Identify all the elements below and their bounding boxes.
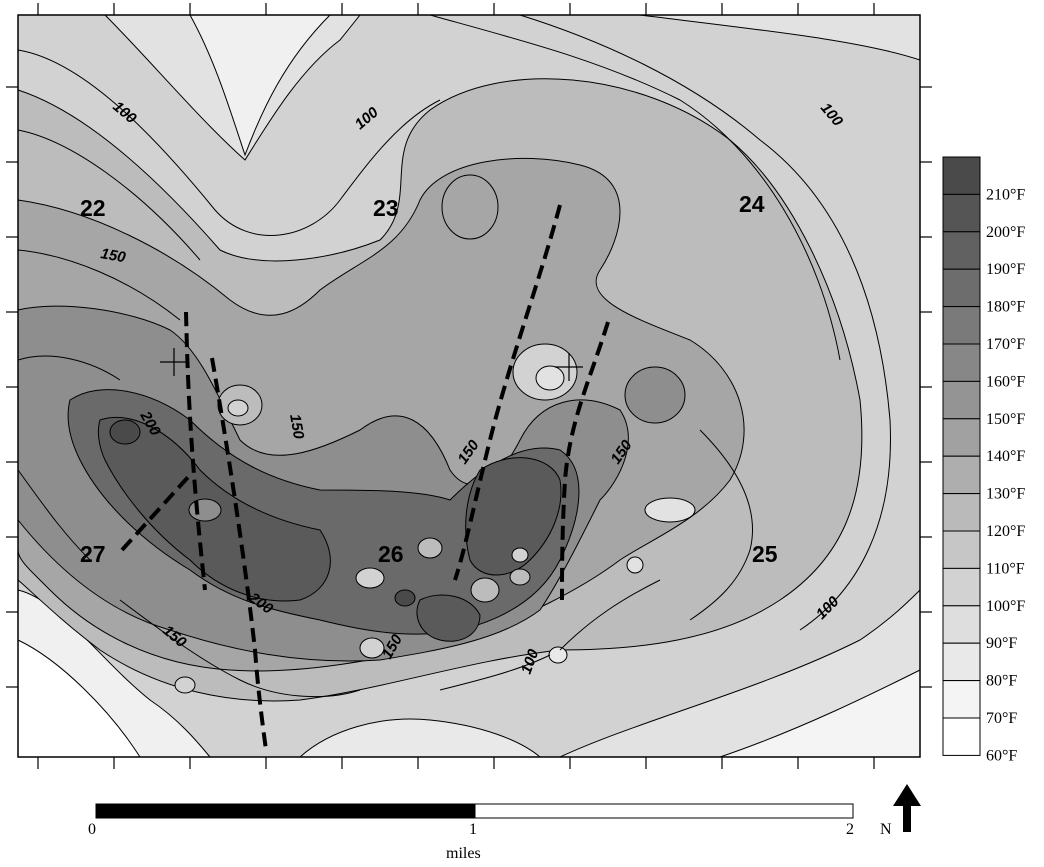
legend-label: 150°F <box>986 411 1025 428</box>
legend-label: 130°F <box>986 486 1025 503</box>
north-arrow: N <box>880 784 921 838</box>
legend-swatch <box>942 380 981 420</box>
contour-fill-80 <box>189 14 332 157</box>
legend-swatch <box>942 455 981 495</box>
contour-fill-190 <box>67 389 580 635</box>
scale-tick-label: 1 <box>469 821 477 838</box>
north-label: N <box>880 821 892 838</box>
legend-swatch <box>942 605 981 644</box>
contour-low-left-inner <box>227 399 249 417</box>
legend-label: 180°F <box>986 299 1025 316</box>
contour-fill-200b <box>465 457 562 576</box>
contour-spot-h <box>174 676 196 694</box>
section-label: 25 <box>752 541 778 567</box>
temperature-legend: 210°F 200°F 190°F 180°F 170°F 160°F 150°F 140°F… <box>942 156 1025 764</box>
contour-label: 150 <box>286 413 307 441</box>
legend-swatch <box>942 268 981 308</box>
legend-label: 140°F <box>986 448 1025 465</box>
contour-spot-k <box>548 646 568 664</box>
scale-bar: 0 1 2 miles <box>88 803 854 862</box>
contour-spot-g <box>359 637 385 659</box>
legend-swatch <box>942 306 981 345</box>
contour-fill-bottom-right-white <box>719 669 921 758</box>
contour-label: 150 <box>99 245 127 266</box>
legend-swatch <box>942 231 981 270</box>
well-markers <box>160 348 583 381</box>
legend-label: 210°F <box>986 186 1025 203</box>
contour-spot-d <box>470 577 500 603</box>
legend-swatch <box>942 680 981 719</box>
contour-fill-bottom-mid <box>298 718 542 758</box>
legend-label: 80°F <box>986 673 1017 690</box>
contour-spot-j <box>188 498 222 522</box>
contour-hill-23 <box>441 174 499 240</box>
legend-label: 120°F <box>986 523 1025 540</box>
legend-label: 100°F <box>986 598 1025 615</box>
legend-swatch <box>942 156 981 195</box>
contour-lines <box>17 14 891 698</box>
contour-spot-l <box>644 497 696 523</box>
fault-lines <box>120 204 610 751</box>
legend-label: 110°F <box>986 560 1025 577</box>
north-arrow-icon <box>893 784 921 832</box>
contour-spot-f <box>511 547 529 563</box>
contour-spot-b <box>355 567 385 589</box>
legend-label: 90°F <box>986 635 1017 652</box>
legend-label: 70°F <box>986 710 1017 727</box>
legend-swatch <box>942 642 981 682</box>
legend-label: 60°F <box>986 747 1017 764</box>
scale-tick-label: 2 <box>846 821 854 838</box>
legend-label: 200°F <box>986 224 1025 241</box>
scale-tick-label: 0 <box>88 821 96 838</box>
map-area: 100 100 100 100 150 150 150 150 150 150 … <box>17 14 921 758</box>
section-label: 26 <box>378 541 404 567</box>
contour-fill-200c <box>416 594 481 642</box>
frame-ticks <box>6 3 932 769</box>
legend-swatch <box>942 530 981 569</box>
contour-fill-top-right <box>639 14 921 61</box>
contour-hill-right <box>624 366 686 424</box>
legend-label: 190°F <box>986 261 1025 278</box>
section-label: 24 <box>739 191 765 217</box>
legend-swatch <box>942 717 981 756</box>
legend-swatch <box>942 418 981 457</box>
section-label: 22 <box>80 195 106 221</box>
contour-spot-c <box>394 589 416 607</box>
section-label: 23 <box>373 195 399 221</box>
legend-swatch <box>942 193 981 233</box>
legend-swatch <box>942 493 981 532</box>
contour-low-center-inner <box>535 365 565 391</box>
section-label: 27 <box>80 541 106 567</box>
contour-spot-e <box>509 568 531 586</box>
legend-swatch <box>942 567 981 607</box>
contour-spot-a <box>109 419 141 445</box>
contour-spot-m <box>626 556 644 574</box>
contour-spot-i <box>417 537 443 559</box>
legend-label: 160°F <box>986 373 1025 390</box>
legend-label: 170°F <box>986 336 1025 353</box>
scale-unit-label: miles <box>446 845 481 862</box>
legend-swatch <box>942 343 981 382</box>
